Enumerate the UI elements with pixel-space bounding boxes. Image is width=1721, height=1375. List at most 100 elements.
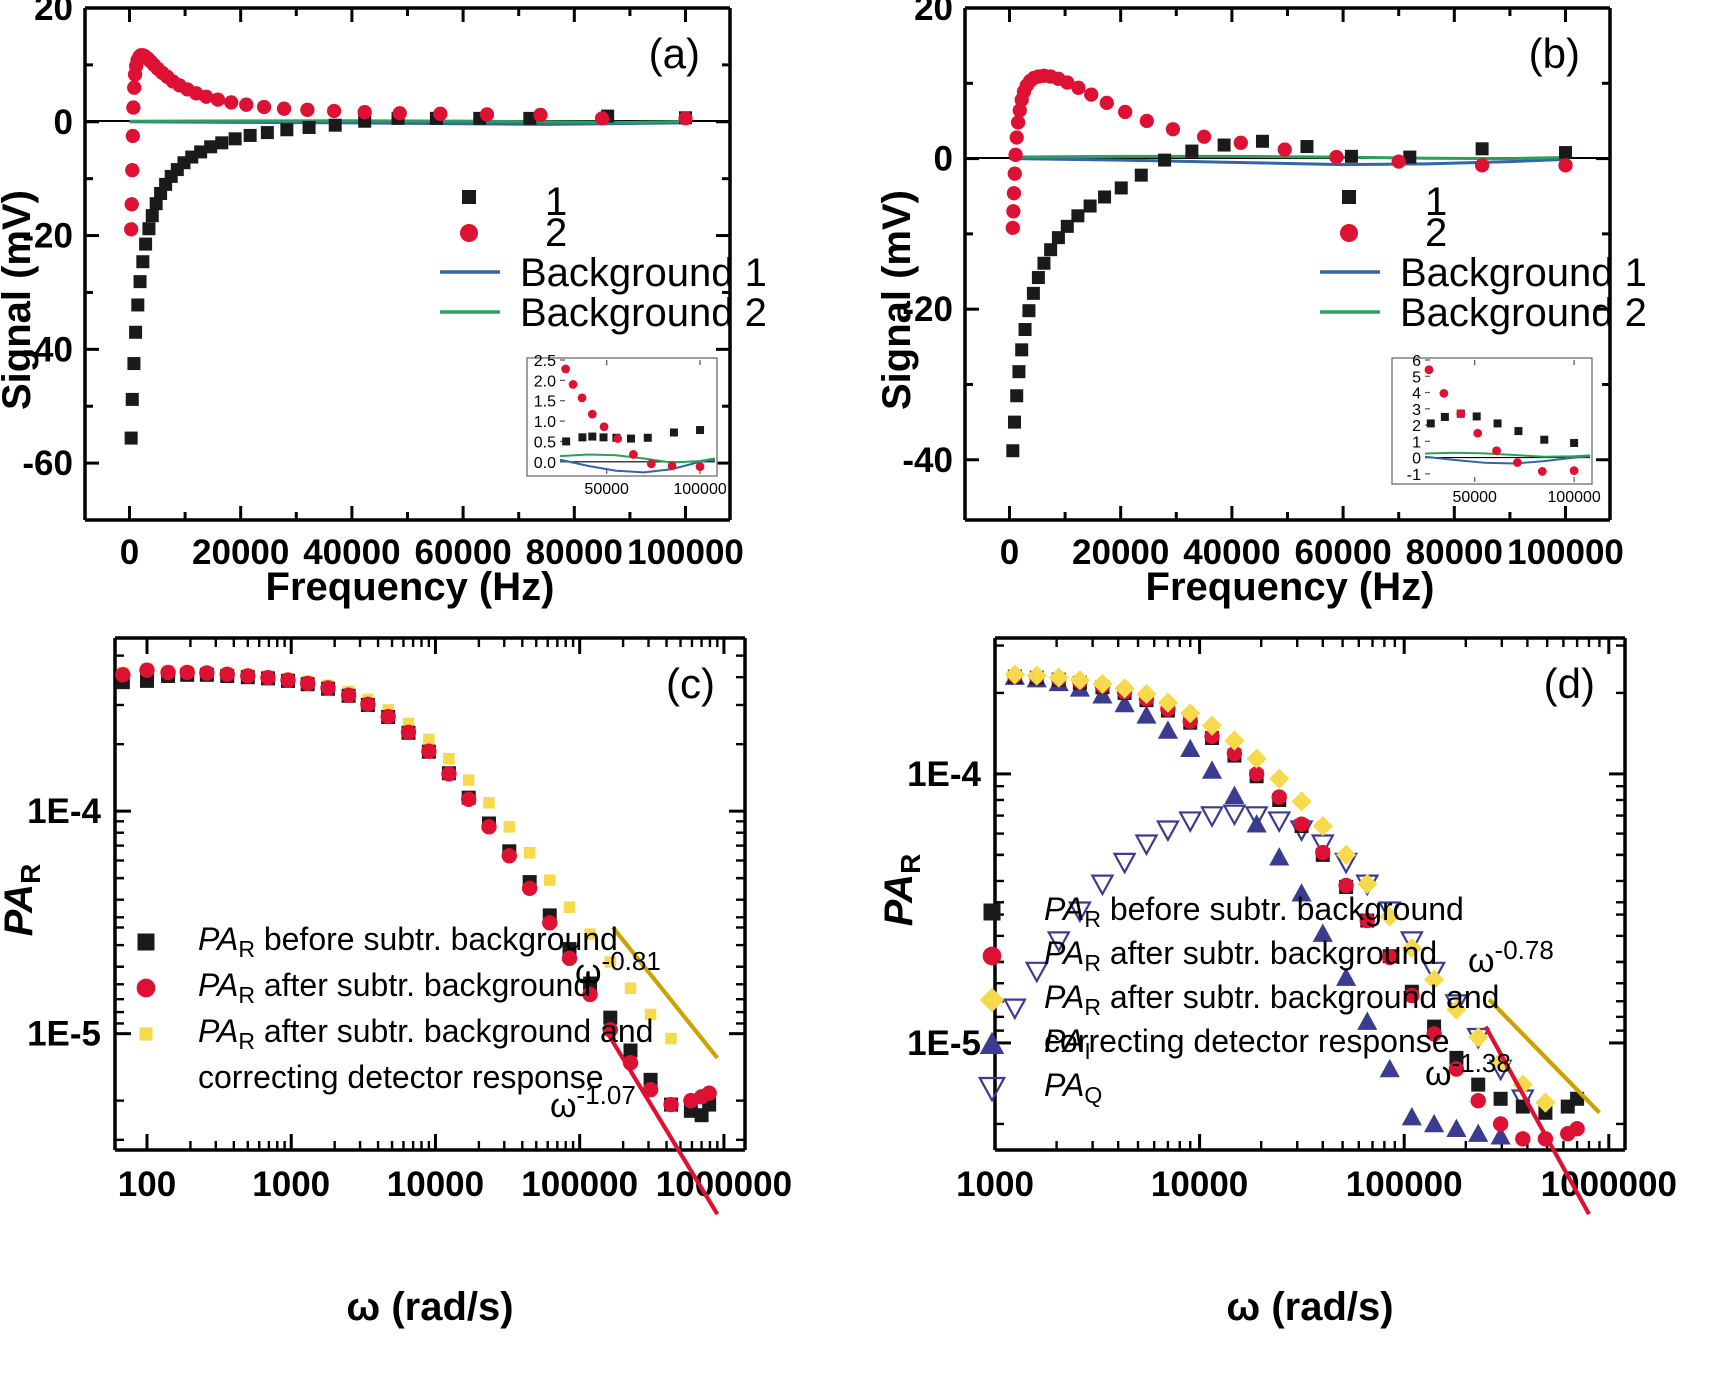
panel-c-legend: PAR before subtr. background PAR after su… (136, 921, 653, 1095)
data-point (1569, 1120, 1585, 1137)
y-tick-label: 1E-4 (907, 755, 981, 794)
data-point (1493, 419, 1502, 428)
data-point (1060, 219, 1074, 233)
panel-d-x-axis-label: ω (rad/s) (1226, 1285, 1393, 1329)
panel-a-legend-label-3: Background 2 (520, 291, 767, 335)
data-point (1224, 785, 1245, 804)
inset-y-tick-label: 1 (1412, 434, 1421, 451)
data-point (626, 434, 635, 443)
data-point (1037, 256, 1051, 270)
data-point (599, 433, 608, 442)
data-point (1559, 146, 1573, 160)
x-tick-label: 80000 (526, 533, 623, 572)
x-tick-label: 100000 (521, 1165, 638, 1204)
legend-label: PAR after subtr. background (1044, 935, 1437, 976)
legend-label: PAR after subtr. background and (1044, 979, 1499, 1020)
data-point (204, 140, 218, 154)
series-line (611, 926, 719, 1060)
data-point (1468, 1123, 1489, 1142)
inset-y-tick-label: 5 (1412, 369, 1421, 386)
y-tick-label: 0 (934, 140, 953, 179)
data-point (1269, 847, 1290, 866)
data-point (1024, 961, 1049, 984)
inset-y-tick-label: 2.0 (534, 373, 556, 390)
data-point (1512, 1074, 1533, 1095)
panel-a-tag: (a) (649, 30, 700, 77)
data-point (604, 956, 617, 968)
data-point (1344, 149, 1358, 163)
power-law-annotation: ω-1.07 (550, 1080, 636, 1125)
panel-d-tag: (d) (1544, 660, 1595, 707)
legend-marker-square (462, 190, 476, 204)
data-point (1200, 806, 1224, 828)
data-point (663, 1096, 679, 1113)
data-point (1006, 444, 1020, 458)
panel-b-x-axis-label: Frequency (Hz) (1146, 565, 1435, 609)
y-tick-label: 0 (54, 103, 73, 142)
data-point (1048, 667, 1069, 688)
data-point (142, 222, 156, 236)
data-point (1067, 901, 1092, 924)
data-point (1007, 166, 1022, 181)
data-point (1201, 715, 1223, 736)
x-tick-label: 60000 (1294, 533, 1391, 572)
data-point (979, 1031, 1005, 1055)
data-point (1006, 204, 1021, 219)
data-point (1267, 811, 1292, 834)
data-point (1474, 158, 1490, 173)
data-point (1139, 113, 1154, 129)
data-point (441, 766, 457, 782)
data-point (1312, 923, 1333, 942)
data-point (1448, 1061, 1465, 1077)
inset-y-tick-label: 6 (1412, 353, 1421, 370)
data-point (1180, 738, 1201, 758)
data-point (127, 357, 141, 371)
data-point (695, 462, 705, 472)
panel-a-legend-label-0: 1 (545, 180, 567, 224)
data-point (1046, 931, 1071, 954)
data-point (302, 120, 316, 134)
data-point (402, 717, 415, 730)
data-point (1233, 135, 1248, 150)
data-point (228, 132, 242, 146)
x-tick-label: 40000 (1183, 533, 1280, 572)
data-point (1018, 323, 1032, 337)
legend-label: PAR before subtr. background (198, 921, 618, 962)
data-point (642, 1081, 659, 1098)
data-point (1069, 670, 1090, 691)
data-point (392, 106, 407, 121)
data-point (1136, 684, 1157, 705)
data-point (210, 92, 226, 107)
data-point (129, 325, 143, 339)
data-point (1357, 1011, 1378, 1030)
data-point (124, 197, 139, 212)
data-point (124, 222, 139, 237)
data-point (131, 298, 145, 312)
panel-d-ticks (993, 638, 1625, 1150)
data-point (979, 987, 1005, 1013)
data-point (1336, 844, 1357, 865)
data-point (628, 450, 638, 459)
data-point (125, 162, 140, 178)
data-point (1538, 1105, 1553, 1120)
data-point (1403, 150, 1417, 164)
panel-a-legend-label-2: Background 1 (520, 251, 767, 295)
panel-a-ticks (85, 6, 730, 520)
data-point (481, 819, 497, 835)
data-point (126, 100, 141, 115)
data-point (479, 107, 495, 122)
legend-label-line2: correcting detector response (1044, 1023, 1450, 1059)
data-point (1540, 435, 1549, 444)
data-point (1490, 1126, 1511, 1145)
data-point (179, 664, 195, 681)
data-point (136, 978, 156, 998)
data-point (256, 99, 272, 115)
legend-label: PAQ (1044, 1067, 1102, 1108)
inset-y-tick-label: 2.5 (534, 353, 556, 370)
data-point (1134, 168, 1148, 182)
inset-y-tick-label: 4 (1412, 386, 1421, 403)
data-point (503, 821, 516, 833)
data-point (1569, 466, 1579, 476)
